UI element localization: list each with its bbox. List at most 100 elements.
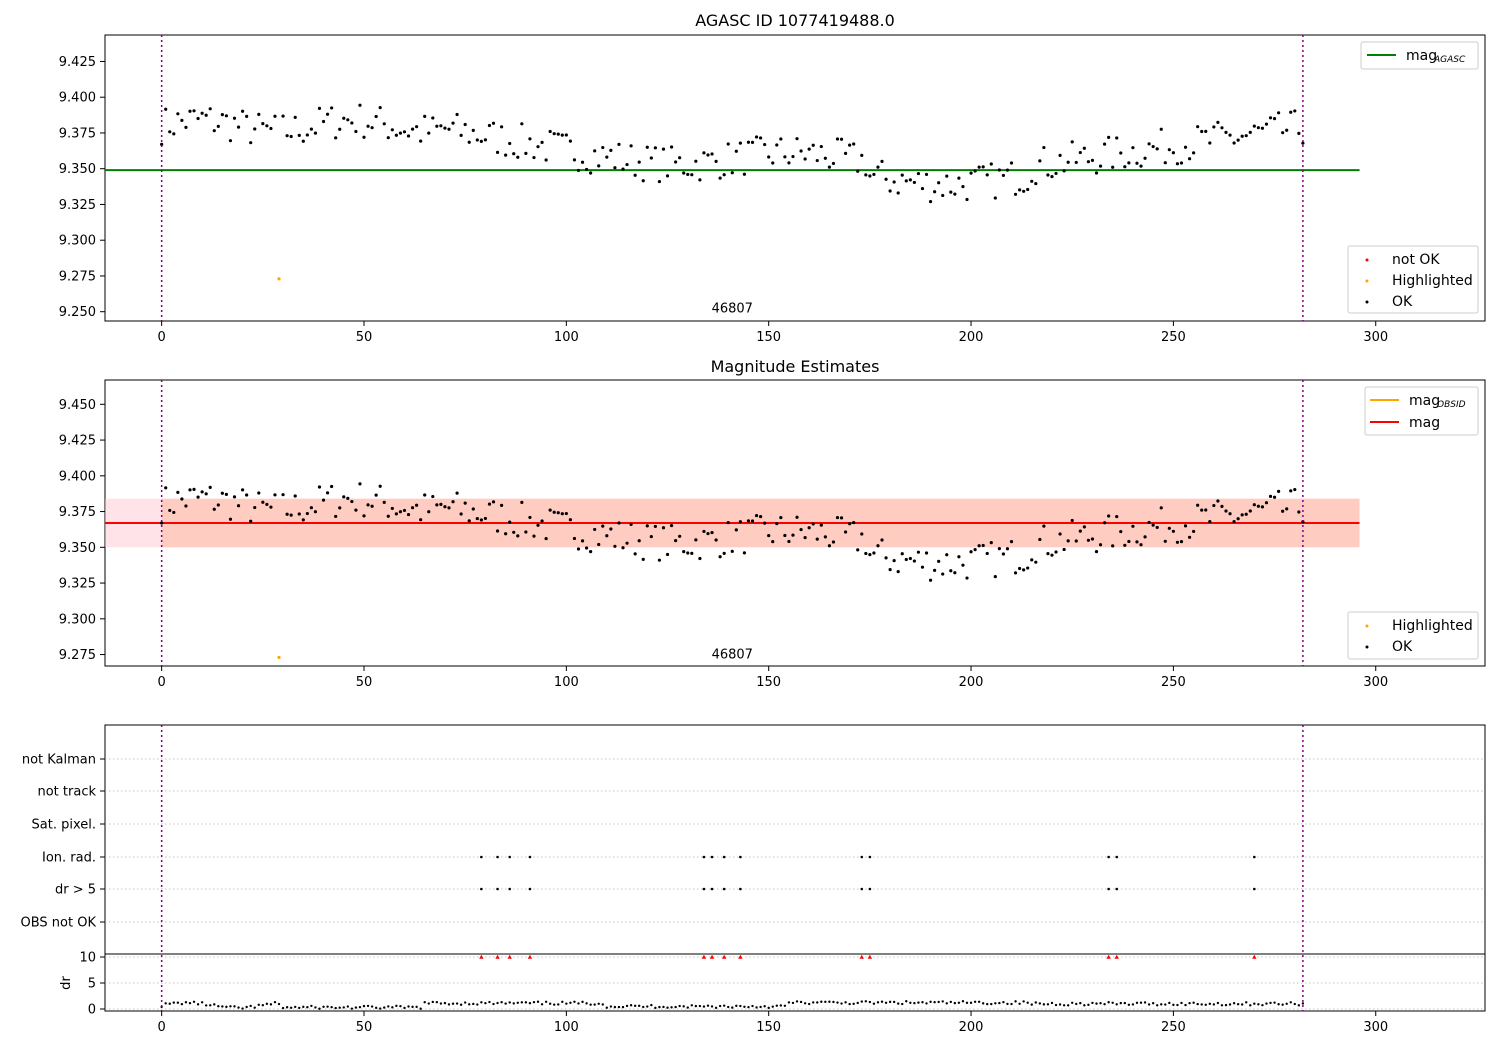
ok-point (661, 526, 666, 530)
dr-point (678, 1004, 681, 1008)
ok-point (435, 503, 439, 507)
dr-point (492, 1002, 495, 1006)
ok-point (520, 500, 524, 505)
ok-point (1268, 116, 1273, 120)
legend-mag-agasc-label: mag (1406, 48, 1437, 64)
ok-point (977, 544, 981, 548)
y-tick-label: 9.375 (59, 126, 96, 141)
ok-point (451, 121, 455, 125)
ok-point (1200, 129, 1204, 134)
dr-point (779, 1004, 783, 1007)
ok-point (941, 572, 945, 576)
ok-point (965, 576, 969, 580)
ok-point (916, 171, 921, 176)
ok-point (1119, 529, 1123, 534)
ok-point (334, 514, 338, 519)
ok-point (1082, 525, 1086, 529)
dr-point (1184, 1003, 1187, 1007)
ok-point (831, 540, 836, 544)
ok-point (669, 523, 674, 528)
ok-point (617, 142, 621, 146)
ok-point (1200, 508, 1204, 512)
dr-point (803, 1002, 807, 1005)
ok-point (1268, 494, 1273, 499)
ok-point (164, 107, 168, 111)
dr-point (569, 1001, 572, 1004)
dr-point (812, 1001, 815, 1004)
ok-point (1062, 169, 1066, 173)
ok-point (1111, 544, 1115, 548)
dr-point (743, 1005, 746, 1008)
ok-point (1281, 509, 1285, 513)
dr-clipped-marker (721, 954, 727, 959)
dr-point (933, 1001, 936, 1004)
dr-point (650, 1003, 653, 1007)
y-tick-label: 9.425 (59, 434, 96, 449)
dr-point (1192, 1001, 1195, 1004)
dr-point (710, 1005, 714, 1008)
ok-point (350, 499, 354, 504)
ok-point (787, 539, 791, 544)
dr-clipped-marker (1252, 954, 1257, 959)
dr-point (731, 1006, 734, 1009)
dr-point (443, 1001, 447, 1005)
legend2-highlighted-label: Highlighted (1392, 618, 1473, 634)
ok-point (402, 130, 407, 134)
dr-point (718, 1004, 722, 1008)
ok-point (1236, 138, 1240, 142)
panel3-axes-frame (104, 724, 1486, 1012)
dr-point (1131, 1003, 1135, 1006)
ok-point (317, 106, 322, 110)
ok-point (872, 551, 876, 555)
dr-point (1293, 1002, 1296, 1006)
dr-point (241, 1007, 244, 1010)
ok-point (483, 138, 488, 142)
ok-point (1272, 495, 1277, 499)
ok-point (827, 544, 831, 548)
ok-point (641, 557, 645, 561)
dr-point (1103, 1003, 1106, 1006)
ok-point (212, 129, 216, 133)
legend2-highlighted-marker (1365, 624, 1369, 628)
dr-point (763, 1005, 766, 1008)
flag-point (1253, 887, 1256, 891)
ok-point (204, 492, 208, 496)
ok-point (415, 503, 419, 507)
dr-point (880, 1000, 884, 1003)
dr-point (872, 1002, 876, 1005)
ok-point (645, 145, 649, 149)
dr-point (350, 1007, 354, 1010)
ok-point (694, 538, 698, 542)
dr-point (1204, 1003, 1207, 1006)
y-tick-label: 9.400 (59, 91, 96, 106)
dr-point (298, 1006, 301, 1010)
ok-point (1289, 110, 1293, 114)
ok-point (839, 137, 844, 141)
dr-point (957, 1001, 961, 1005)
ok-point (410, 127, 415, 131)
dr-point (783, 1004, 787, 1007)
x-tick-label: 150 (756, 675, 781, 690)
ok-point (463, 501, 467, 505)
ok-point (1098, 543, 1103, 547)
ok-point (856, 169, 860, 173)
dr-point (553, 1003, 556, 1006)
dr-clipped-marker (507, 954, 512, 959)
ok-point (674, 538, 678, 543)
ok-point (734, 528, 738, 532)
dr-point (597, 1002, 600, 1006)
dr-point (277, 1002, 281, 1006)
dr-point (832, 1000, 835, 1004)
dr-point (540, 1003, 544, 1006)
ok-point (1297, 131, 1301, 135)
dr-point (585, 1002, 588, 1005)
ok-point (479, 139, 483, 143)
ok-point (402, 508, 407, 513)
x-tick-label: 300 (1363, 675, 1388, 690)
ok-point (742, 172, 747, 176)
dr-point (824, 1000, 827, 1004)
ok-point (584, 546, 589, 550)
ok-point (289, 513, 293, 517)
dr-point (1261, 1003, 1264, 1007)
